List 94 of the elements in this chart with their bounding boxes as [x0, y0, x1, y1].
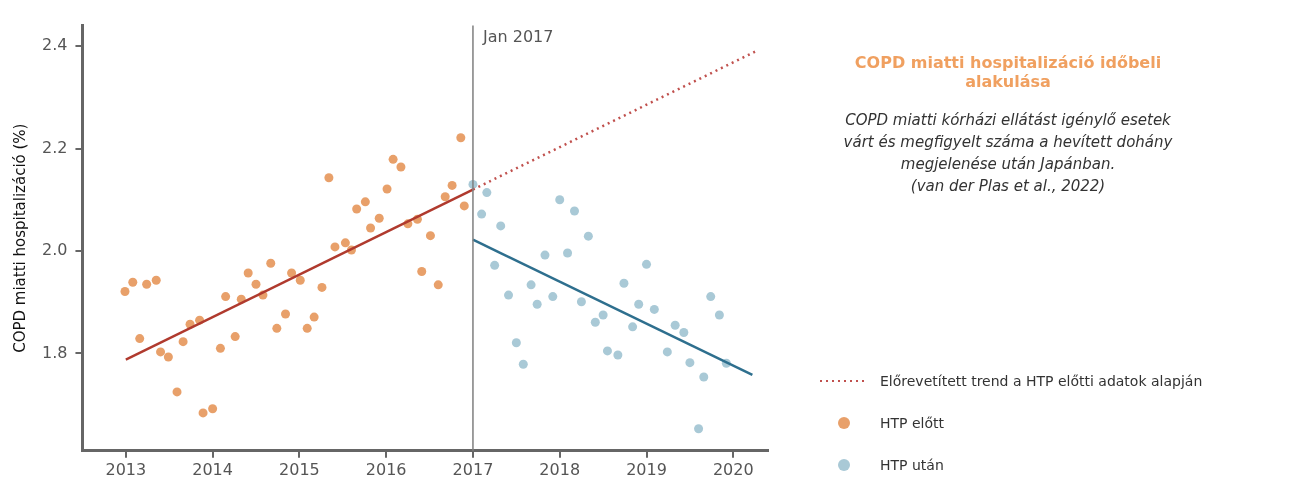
point [352, 204, 362, 214]
point [340, 238, 350, 248]
point [382, 184, 392, 194]
x-tick-label: 2015 [279, 459, 320, 479]
point [477, 209, 487, 219]
x-tick-label: 2020 [712, 459, 754, 479]
point [598, 310, 608, 320]
point [642, 259, 652, 269]
point [221, 292, 231, 302]
point [569, 206, 579, 216]
text: (van der Plas et al., 2022) [909, 176, 1107, 197]
point [440, 192, 450, 202]
point [482, 188, 492, 198]
point [215, 343, 225, 353]
y-tick-label: 1.8 [41, 342, 68, 362]
point [590, 317, 600, 327]
point [178, 337, 188, 347]
point [295, 275, 305, 285]
point [388, 154, 398, 164]
point [425, 231, 435, 241]
point [576, 297, 586, 307]
point [366, 223, 376, 233]
point [714, 310, 724, 320]
ref-line-label: Jan 2017 [481, 26, 554, 46]
point [302, 323, 312, 333]
text: COPD miatti hospitalizáció időbeli alakulása [853, 53, 1163, 91]
y-tick-label: 2.2 [41, 137, 68, 157]
point [504, 290, 514, 300]
point [613, 350, 623, 360]
x-tick-label: 2013 [105, 459, 147, 479]
point [374, 213, 384, 223]
point [447, 180, 457, 190]
point [518, 359, 528, 369]
point [317, 282, 327, 292]
x-tick-label: 2019 [626, 459, 667, 479]
point [309, 312, 319, 322]
point [628, 322, 638, 332]
point [694, 424, 704, 434]
legend-label: Előrevetített trend a HTP előtti adatok alapján [880, 373, 1203, 389]
point [251, 279, 261, 289]
point [649, 304, 659, 314]
point [532, 299, 542, 309]
point [243, 268, 253, 278]
point [634, 299, 644, 309]
legend-label: HTP előtt [880, 415, 945, 431]
point [172, 387, 182, 397]
point [459, 201, 469, 211]
point [490, 260, 500, 270]
point [563, 248, 573, 258]
point [163, 352, 173, 362]
point [128, 277, 138, 287]
point [266, 258, 276, 268]
legend-label: HTP után [880, 457, 944, 473]
point [156, 347, 166, 357]
point [417, 267, 427, 276]
point [456, 133, 466, 143]
y-tick-label: 2.0 [41, 240, 68, 260]
point [602, 346, 612, 356]
point [619, 278, 629, 288]
point [281, 309, 291, 319]
point [662, 347, 672, 357]
point [706, 292, 716, 302]
text: COPD miatti kórházi ellátást igénylő esetek várt és megfigyelt száma a hevített dohány megjelenése után Japánban. [842, 110, 1174, 175]
point [360, 197, 370, 207]
point [208, 404, 218, 414]
point [670, 320, 680, 330]
point [526, 280, 536, 290]
point [120, 286, 130, 296]
point [583, 231, 593, 241]
point [151, 275, 161, 285]
point [548, 292, 558, 302]
point [287, 268, 297, 278]
x-tick-label: 2014 [192, 459, 233, 479]
point [198, 408, 208, 418]
point [230, 332, 240, 342]
point [679, 327, 689, 337]
point [699, 372, 709, 382]
y-axis-title: COPD miatti hospitalizáció (%) [10, 123, 29, 353]
point [540, 250, 550, 260]
point [685, 358, 695, 368]
point [272, 323, 282, 333]
point [324, 173, 334, 183]
point [142, 279, 152, 289]
point [555, 195, 565, 205]
x-tick-label: 2016 [365, 459, 407, 479]
point [330, 242, 340, 252]
point [433, 280, 443, 290]
y-tick-label: 2.4 [41, 35, 68, 55]
point [396, 162, 406, 172]
x-tick-label: 2018 [539, 459, 581, 479]
point [496, 221, 506, 231]
point [135, 334, 145, 344]
point [511, 338, 521, 348]
x-tick-label: 2017 [452, 459, 494, 479]
